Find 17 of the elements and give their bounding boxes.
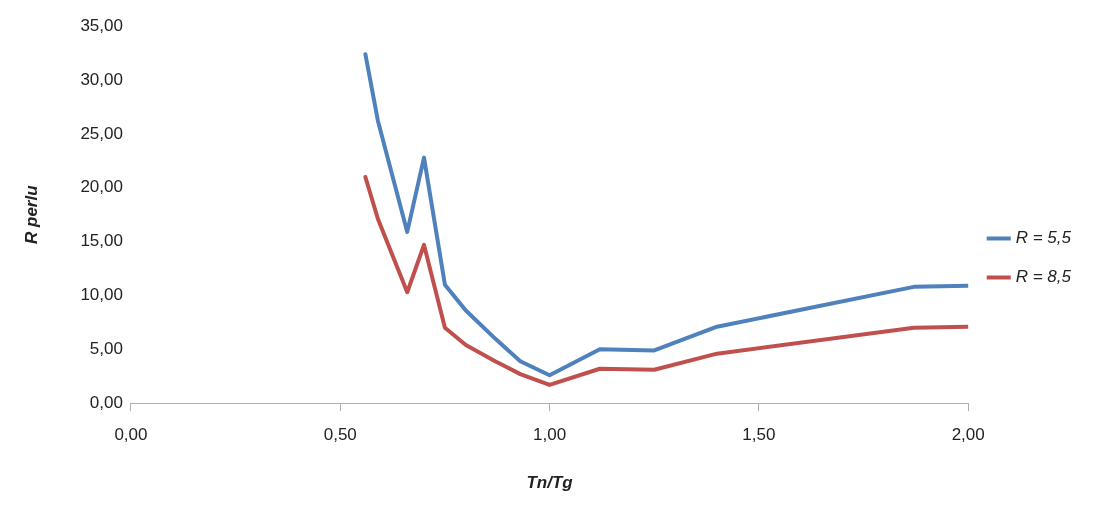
y-tick-label: 20,00 — [80, 177, 123, 197]
y-tick-label: 15,00 — [80, 231, 123, 251]
x-axis-title: Tn/Tg — [526, 473, 574, 493]
legend-label: R = 8,5 — [1015, 267, 1072, 287]
x-tick-label: 2,00 — [951, 425, 985, 445]
x-tick-label: 1,00 — [533, 425, 567, 445]
y-tick-label: 30,00 — [80, 69, 123, 89]
y-tick-label: 0,00 — [89, 392, 123, 412]
x-tick-label: 1,50 — [742, 425, 776, 445]
y-tick-label: 10,00 — [80, 285, 123, 305]
y-axis-title: R perlu — [21, 184, 41, 244]
y-tick-label: 5,00 — [89, 339, 123, 359]
y-tick-label: 35,00 — [80, 15, 123, 35]
legend-label: R = 5,5 — [1015, 228, 1072, 248]
x-tick-label: 0,50 — [323, 425, 357, 445]
x-tick-label: 0,00 — [114, 425, 148, 445]
y-tick-label: 25,00 — [80, 123, 123, 143]
